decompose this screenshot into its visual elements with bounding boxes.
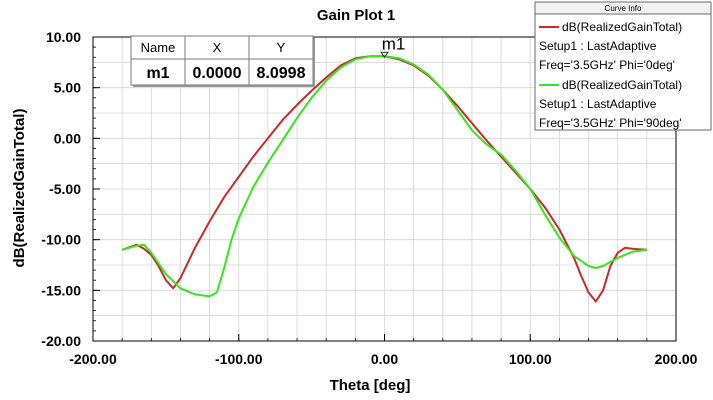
x-axis-title: Theta [deg] [330,377,411,394]
x-tick-label: 0.00 [371,351,398,367]
marker-table-header: Name [141,40,176,55]
x-tick-label: -100.00 [215,351,263,367]
y-tick-label: 5.00 [54,80,81,96]
marker-table-header: Y [277,40,286,55]
y-tick-label: 0.00 [54,130,81,146]
marker: m1 [380,34,406,58]
series-line-2 [121,55,648,298]
legend-entry-line1: dB(RealizedGainTotal) [562,20,682,34]
legend-entry-line1: dB(RealizedGainTotal) [562,78,682,92]
legend-entry-line2: Setup1 : LastAdaptive [539,39,657,53]
axis-ticks: -200.00 -100.00 0.00 100.00 200.00 10.00 5.00 0… [41,29,697,367]
x-tick-label: 200.00 [655,351,698,367]
marker-table-value: 8.0998 [257,65,306,82]
plot-frame [92,36,677,342]
marker-table-box [130,35,314,86]
x-tick-label: 100.00 [509,351,552,367]
y-tick-label: -5.00 [49,181,81,197]
y-tick-label: -10.00 [41,232,81,248]
legend-entry-line2: Setup1 : LastAdaptive [539,97,657,111]
legend[interactable]: Curve Info dB(RealizedGainTotal) Setup1 : … [534,1,712,131]
legend-header-bar [534,1,712,15]
series-lines [121,55,648,303]
marker-table-value: m1 [146,65,169,82]
chart-title: Gain Plot 1 [317,7,395,24]
y-tick-label: -20.00 [41,333,81,349]
marker-triangle-icon [380,51,389,58]
y-tick-label: -15.00 [41,282,81,298]
x-tick-label: -200.00 [69,351,117,367]
marker-table-header: X [213,40,222,55]
legend-box [534,1,712,131]
legend-title: Curve Info [605,4,642,13]
marker-table-value: 0.0000 [193,65,242,82]
y-tick-label: 10.00 [46,29,81,45]
marker-table[interactable]: Name m1 X 0.0000 Y 8.0998 [130,35,315,87]
legend-entry-line3: Freq='3.5GHz' Phi='90deg' [539,116,682,130]
marker-label: m1 [382,34,406,53]
y-axis-title: dB(RealizedGainTotal) [11,109,28,268]
legend-entry-line3: Freq='3.5GHz' Phi='0deg' [539,58,675,72]
